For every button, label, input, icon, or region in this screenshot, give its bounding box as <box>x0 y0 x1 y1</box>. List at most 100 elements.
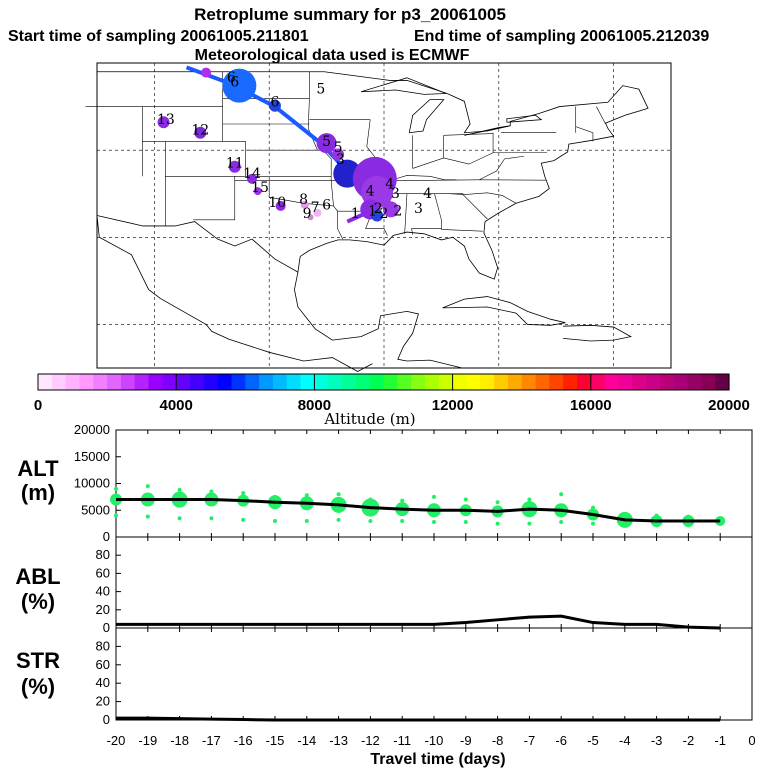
abl-panel-frame <box>115 536 753 629</box>
map-cluster-label: 6 <box>270 95 279 111</box>
state-boundary <box>443 133 494 136</box>
colorbar-cell <box>79 374 94 390</box>
alt-data-point <box>368 497 373 502</box>
alt-data-point <box>400 518 405 523</box>
alt-data-point <box>527 521 532 526</box>
map-cluster-label: 2 <box>374 201 383 217</box>
colorbar-cell <box>466 374 481 390</box>
colorbar-cell <box>397 374 412 390</box>
state-boundary <box>268 180 334 207</box>
abl-panel-label: ABL <box>15 564 60 589</box>
colorbar-cell <box>231 374 246 390</box>
x-tick-label: -2 <box>683 733 695 748</box>
str-line <box>116 716 721 722</box>
str-panel-frame <box>115 627 753 721</box>
plume-cluster-marker <box>275 200 286 211</box>
map-cluster-label: 1 <box>368 204 377 220</box>
colorbar-cell <box>190 374 205 390</box>
alt-y-tick-label: 15000 <box>74 449 110 464</box>
x-axis-title: Travel time (days) <box>370 751 505 768</box>
alt-data-point <box>336 492 341 497</box>
colorbar-tick-label: 20000 <box>708 397 750 414</box>
abl-line <box>116 614 721 630</box>
state-boundary <box>404 193 408 234</box>
colorbar-cell <box>494 374 509 390</box>
map-cluster-label: 1 <box>351 206 360 222</box>
plume-cluster-marker <box>246 173 257 184</box>
str-y-tick-label: 40 <box>96 675 110 690</box>
state-boundary <box>441 228 483 232</box>
mexico-pacific-coast <box>96 215 373 372</box>
map-cluster-label: 6 <box>322 197 331 213</box>
str-y-tick-label: 80 <box>96 638 110 653</box>
state-boundary <box>461 193 488 220</box>
x-tick-label: -14 <box>297 733 316 748</box>
colorbar-cell <box>245 374 260 390</box>
alt-panel-unit: (m) <box>21 480 55 505</box>
colorbar-cell <box>176 374 191 390</box>
colorbar-tick-label: 0 <box>34 397 42 414</box>
colorbar-cell <box>576 374 592 390</box>
colorbar-cell <box>217 374 233 390</box>
map-cluster-label: 7 <box>311 200 320 216</box>
plume-cluster-marker <box>268 99 281 112</box>
alt-data-point <box>495 521 500 526</box>
colorbar-cell <box>618 374 633 390</box>
x-tick-label: -18 <box>170 733 189 748</box>
alt-data-point <box>432 520 436 525</box>
map-cluster-label: 9 <box>303 206 312 222</box>
colorbar-cell <box>521 374 537 390</box>
map-cluster-label: 4 <box>366 183 375 199</box>
alt-data-point <box>463 520 468 525</box>
plume-cluster-marker <box>300 201 309 210</box>
colorbar-cell <box>701 374 716 390</box>
map-cluster-label: 15 <box>251 180 269 196</box>
x-tick-label: -10 <box>425 733 444 748</box>
start-time-label: Start time of sampling 20061005.211801 <box>8 28 309 45</box>
colorbar-cell <box>687 374 702 390</box>
plume-cluster-marker <box>371 209 384 222</box>
plume-cluster-marker <box>157 116 170 129</box>
map-cluster-label: 11 <box>226 156 244 172</box>
met-data-label: Meteorological data used is ECMWF <box>195 47 470 64</box>
plume-cluster-marker <box>332 148 345 161</box>
str-y-tick-label: 0 <box>103 712 110 727</box>
colorbar-cell <box>369 374 385 390</box>
colorbar-cell <box>51 374 67 390</box>
colorbar-cell <box>107 374 122 390</box>
str-y-tick-label: 20 <box>96 694 110 709</box>
plume-cluster-marker <box>382 201 399 218</box>
state-boundary <box>193 176 236 221</box>
alt-data-point <box>145 484 150 489</box>
colorbar-cell <box>438 374 454 390</box>
state-boundary <box>575 126 594 142</box>
colorbar-cell <box>65 374 81 390</box>
x-tick-label: -16 <box>234 733 253 748</box>
alt-mean-line <box>116 498 721 523</box>
alt-data-point <box>209 489 214 494</box>
plume-cluster-marker <box>307 214 314 221</box>
x-tick-label: 0 <box>748 733 755 748</box>
alt-data-point <box>336 517 341 522</box>
cuba-outline <box>442 296 566 326</box>
alt-data-point <box>591 505 595 510</box>
alt-data-point <box>432 494 436 499</box>
alt-data-point <box>304 493 309 498</box>
colorbar-cell <box>272 374 288 390</box>
state-boundary <box>234 179 546 181</box>
colorbar-cell <box>659 374 675 390</box>
alt-data-point <box>463 497 468 502</box>
colorbar-cell <box>342 374 357 390</box>
alt-data-point <box>527 497 532 502</box>
alt-data-point <box>400 498 405 503</box>
state-boundary <box>307 71 343 240</box>
state-boundary <box>389 175 457 181</box>
map-cluster-label: 4 <box>385 176 394 192</box>
hispaniola-outline <box>563 324 632 342</box>
time-series-panels: ALT (m) ABL (%) STR (%) Travel time (day… <box>15 422 755 768</box>
state-boundary <box>479 155 525 181</box>
x-tick-label: -3 <box>651 733 663 748</box>
state-boundary <box>449 192 517 204</box>
